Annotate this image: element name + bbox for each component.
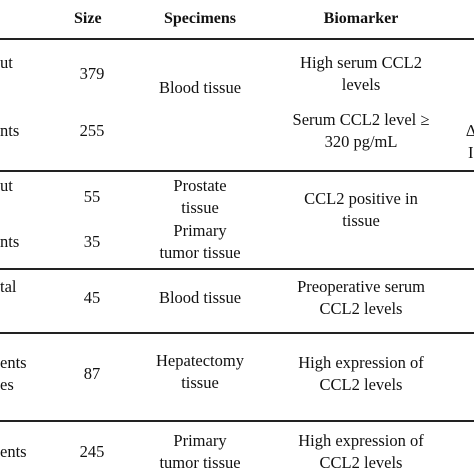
row5-specimen-line2: tumor tissue <box>159 453 241 472</box>
header-rule <box>0 38 474 40</box>
row2-size-2: 35 <box>83 232 101 251</box>
row3-left-fragment: tal <box>0 277 17 296</box>
row1-specimen: Blood tissue <box>158 78 242 97</box>
row1-size-1: 379 <box>79 64 105 83</box>
row1-left-fragment-1: ut <box>0 53 13 72</box>
row3-size: 45 <box>83 288 101 307</box>
row2-specimen-1-line1: Prostate <box>173 176 227 195</box>
row3-specimen: Blood tissue <box>158 288 242 307</box>
row4-rule <box>0 420 474 422</box>
row2-biomarker-line2: tissue <box>342 211 380 230</box>
row5-biomarker-line1: High expression of <box>298 431 424 450</box>
row2-rule <box>0 268 474 270</box>
row4-specimen-line1: Hepatectomy <box>156 351 244 370</box>
row4-biomarker-line1: High expression of <box>298 353 424 372</box>
row1-biomarker-1-line1: High serum CCL2 <box>300 53 422 72</box>
row2-biomarker-line1: CCL2 positive in <box>304 189 418 208</box>
row5-biomarker-line2: CCL2 levels <box>319 453 403 472</box>
row4-size: 87 <box>83 364 101 383</box>
row1-right-fragment-2: I <box>468 143 474 162</box>
row3-biomarker-line2: CCL2 levels <box>319 299 403 318</box>
row4-specimen-line2: tissue <box>181 373 219 392</box>
row1-rule <box>0 170 474 172</box>
row5-size: 245 <box>79 442 105 461</box>
row1-biomarker-2-line1: Serum CCL2 level ≥ <box>292 110 430 129</box>
row1-biomarker-2-line2: 320 pg/mL <box>324 132 398 151</box>
row1-biomarker-1-line2: levels <box>341 75 381 94</box>
row5-left-fragment: ents <box>0 442 27 461</box>
header-size: Size <box>74 10 102 27</box>
row3-rule <box>0 332 474 334</box>
row4-left-fragment-1: ents <box>0 353 27 372</box>
row5-specimen-line1: Primary <box>173 431 227 450</box>
row2-size-1: 55 <box>83 187 101 206</box>
row2-specimen-1-line2: tissue <box>181 198 219 217</box>
row2-specimen-2-line2: tumor tissue <box>159 243 241 262</box>
row1-right-fragment-1: ∆ <box>466 121 474 140</box>
row4-left-fragment-2: es <box>0 375 14 394</box>
row3-biomarker-line1: Preoperative serum <box>297 277 425 296</box>
header-specimens: Specimens <box>164 10 236 27</box>
row2-specimen-2-line1: Primary <box>173 221 227 240</box>
row2-left-fragment-2: nts <box>0 232 20 251</box>
row2-left-fragment-1: ut <box>0 176 13 195</box>
row4-biomarker-line2: CCL2 levels <box>319 375 403 394</box>
header-biomarker: Biomarker <box>323 10 399 27</box>
row1-left-fragment-2: nts <box>0 121 20 140</box>
row1-size-2: 255 <box>79 121 105 140</box>
